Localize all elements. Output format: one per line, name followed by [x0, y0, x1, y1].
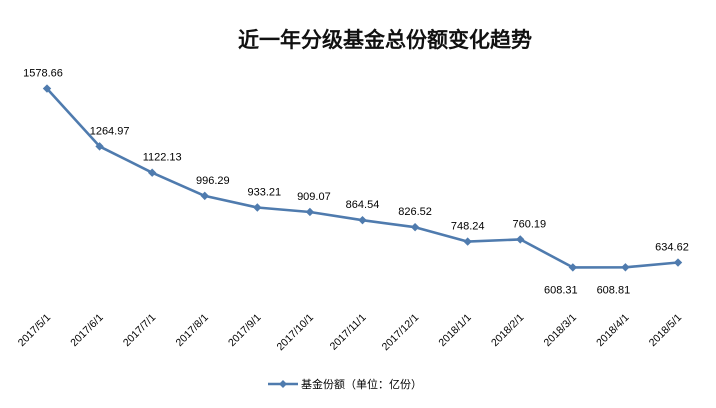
- x-tick-label: 2017/5/1: [16, 312, 53, 349]
- x-tick-label: 2018/2/1: [489, 312, 526, 349]
- data-label: 608.31: [544, 284, 578, 296]
- plot-area: 1578.66 1264.97 1122.13 996.29 933.21 909.07 8…: [23, 68, 689, 297]
- data-point-marker: [42, 84, 52, 93]
- data-label: 909.07: [297, 191, 331, 203]
- x-tick-label: 2017/6/1: [68, 312, 105, 349]
- data-point-marker: [200, 191, 209, 201]
- x-tick-label: 2017/8/1: [173, 312, 210, 349]
- x-tick-label: 2017/11/1: [328, 312, 369, 353]
- data-point-marker: [673, 258, 683, 267]
- x-tick-label: 2018/4/1: [594, 312, 631, 349]
- data-label: 864.54: [346, 199, 380, 211]
- x-tick-label: 2017/9/1: [226, 312, 263, 349]
- x-axis-ticks: 2017/5/1 2017/6/1 2017/7/1 2017/8/1 2017/9/1…: [16, 312, 684, 354]
- x-tick-label: 2017/10/1: [275, 312, 317, 354]
- data-label: 933.21: [247, 187, 281, 199]
- chart-title: 近一年分级基金总份额变化趋势: [238, 28, 532, 52]
- data-point-marker: [147, 168, 157, 177]
- data-point-marker: [358, 215, 367, 225]
- data-point-marker: [95, 142, 104, 151]
- x-tick-label: 2018/3/1: [542, 312, 579, 349]
- x-tick-label: 2017/12/1: [380, 312, 422, 354]
- legend-diamond-marker: [279, 380, 287, 388]
- data-label: 1264.97: [90, 125, 130, 137]
- data-point-marker: [568, 263, 578, 272]
- data-point-marker: [253, 203, 262, 212]
- legend: 基金份额（单位：亿份）: [268, 377, 422, 391]
- x-tick-label: 2018/1/1: [436, 312, 473, 349]
- data-label: 826.52: [398, 206, 432, 218]
- data-label: 996.29: [196, 175, 230, 187]
- x-tick-label: 2018/5/1: [647, 312, 684, 349]
- legend-label: 基金份额（单位：亿份）: [301, 377, 422, 391]
- x-tick-label: 2017/7/1: [121, 312, 158, 349]
- data-label: 1578.66: [23, 68, 63, 80]
- data-point-marker: [621, 263, 630, 272]
- data-label: 760.19: [512, 218, 546, 230]
- data-label: 608.81: [597, 284, 631, 296]
- data-point-marker: [410, 222, 420, 232]
- data-point-marker: [305, 207, 315, 217]
- data-label: 748.24: [451, 221, 485, 233]
- data-label: 634.62: [655, 242, 689, 254]
- data-point-marker: [516, 235, 525, 244]
- data-label: 1122.13: [143, 152, 182, 164]
- series-line: [46, 87, 679, 269]
- data-point-marker: [463, 237, 472, 246]
